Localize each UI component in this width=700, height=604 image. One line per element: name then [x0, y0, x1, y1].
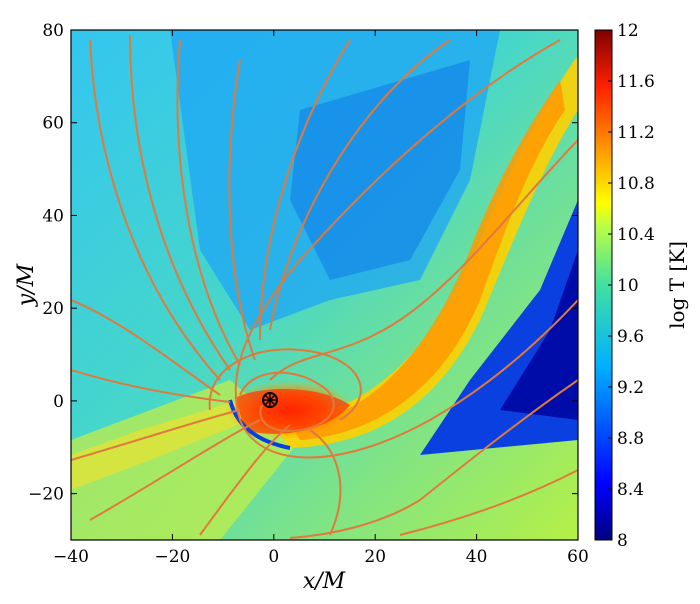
plot-frame — [70, 29, 579, 541]
x-axis-ticks: −40 −20 0 20 40 60 — [53, 30, 589, 567]
streamlines — [71, 34, 578, 539]
y-tick-label: 20 — [42, 299, 64, 319]
x-tick-label: 20 — [364, 547, 386, 567]
y-tick-label: 40 — [42, 206, 64, 226]
y-tick-label: 60 — [42, 114, 64, 134]
colorbar-tick-label: 9.6 — [617, 327, 644, 347]
heatmap-field — [71, 30, 578, 540]
y-axis-label: y/M — [14, 263, 39, 307]
colorbar-tick-label: 10.4 — [617, 225, 655, 245]
colorbar-tick-label: 10.8 — [617, 174, 655, 194]
colorbar-tick-label: 8.8 — [617, 429, 644, 449]
colorbar-tick-label: 9.2 — [617, 378, 644, 398]
colorbar-tick-label: 11.6 — [617, 72, 655, 92]
y-tick-label: 80 — [42, 21, 64, 41]
colorbar-tick-label: 10 — [617, 276, 639, 296]
colorbar-ticks: 8 8.4 8.8 9.2 9.6 10 10.4 10.8 11.2 11.6 12 — [608, 21, 655, 551]
x-tick-label: 60 — [567, 547, 589, 567]
colorbar-tick-label: 11.2 — [617, 123, 655, 143]
colorbar-label: log T [K] — [665, 241, 689, 329]
y-tick-label: 0 — [53, 392, 64, 412]
colorbar-tick-label: 12 — [617, 21, 639, 41]
x-axis-label: x/M — [303, 569, 346, 594]
x-tick-label: 0 — [268, 547, 279, 567]
y-axis-ticks: −20 0 20 40 60 80 — [28, 21, 578, 505]
colorbar-tick-label: 8 — [617, 531, 628, 551]
x-tick-label: 40 — [466, 547, 488, 567]
x-tick-label: −40 — [53, 547, 89, 567]
colorbar-tick-label: 8.4 — [617, 480, 644, 500]
x-tick-label: −20 — [154, 547, 190, 567]
y-tick-label: −20 — [28, 485, 64, 505]
central-object — [262, 392, 278, 408]
